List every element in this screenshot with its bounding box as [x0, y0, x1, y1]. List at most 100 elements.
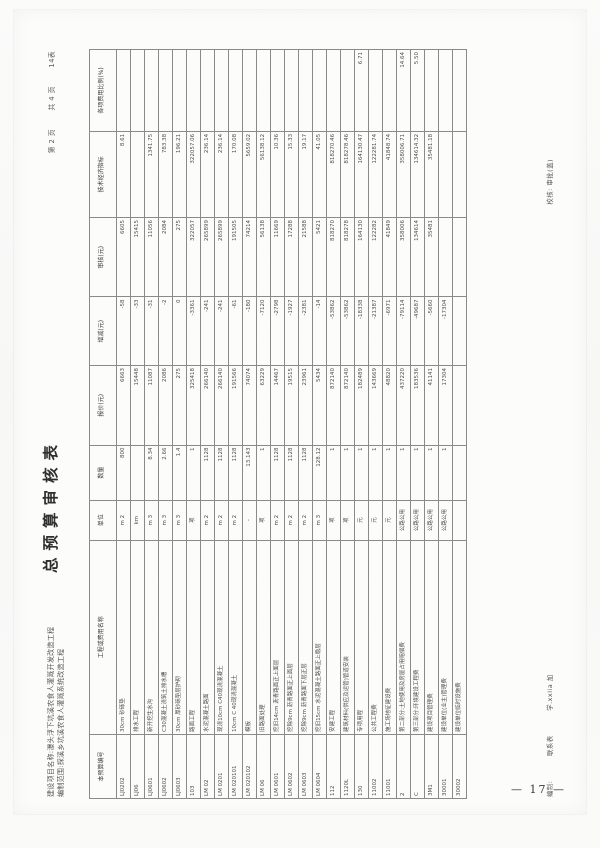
- cell-cost-percent: [256, 49, 271, 132]
- rotated-document-wrapper: 建设项目名称:瀑头浮下坑溪农食人灌溉开发改造工程 编制范围:探溪乡坑溪农食人灌溉…: [40, 39, 560, 809]
- cell-report-amount: 15448: [130, 365, 145, 446]
- cell-unit: 项: [256, 500, 271, 541]
- cell-change-amount: -31: [144, 297, 159, 366]
- cell-audit-amount: 11056: [144, 217, 159, 297]
- cell-report-amount: 41141: [424, 365, 439, 446]
- budget-audit-document: 建设项目名称:瀑头浮下坑溪农食人灌溉开发改造工程 编制范围:探溪乡坑溪农食人灌溉…: [40, 39, 560, 809]
- col-header-change: 增减(元): [89, 297, 117, 366]
- cell-quantity: 128.12: [312, 445, 327, 501]
- cell-unit: 项: [186, 500, 201, 541]
- cell-cost-percent: [438, 49, 453, 132]
- cell-change-amount: [452, 297, 467, 366]
- cell-unit: 元: [382, 500, 397, 541]
- table-row: 30002 建设单位临时设施费: [452, 49, 467, 799]
- cell-audit-amount: 2084: [158, 217, 173, 297]
- cell-audit-amount: [438, 217, 453, 297]
- cell-name: 建设项目管理费: [424, 540, 439, 735]
- table-row: LJ06 排水工程 km 15448 -33 15415: [130, 49, 145, 799]
- cell-audit-amount: 358006: [396, 217, 411, 297]
- cell-cost-percent: [312, 49, 327, 132]
- cell-report-amount: 325418: [186, 365, 201, 446]
- document-meta: 第 2 页 共 4 页 14表: [46, 51, 56, 169]
- table-body: LJ0202 30cm 砂砾垫 m 2 800 6663 -58 6605 8.61 LJ06 排…: [116, 49, 467, 799]
- document-footer-right: 校核: 审批(盖): [545, 159, 554, 205]
- cell-cost-percent: [298, 49, 313, 132]
- cell-tech-index: 8.61: [116, 131, 131, 218]
- table-row: 11002 公共工程费元 1 143669 -21387 122282 122281.74: [368, 49, 383, 799]
- cell-tech-index: 164130.47: [354, 131, 369, 218]
- cell-change-amount: -21387: [368, 297, 383, 366]
- cell-report-amount: 2086: [158, 365, 173, 446]
- cell-unit: m 2: [214, 500, 229, 541]
- cell-audit-amount: 818270: [326, 217, 341, 297]
- cell-cost-percent: [130, 49, 145, 132]
- heading-scope: 编制范围:探溪乡坑溪农食人灌溉系统改造工程: [56, 648, 66, 797]
- cell-name: 建筑材料(供应及运管)管道安装: [340, 540, 355, 735]
- cell-change-amount: -241: [200, 297, 215, 366]
- cell-report-amount: 275: [172, 365, 187, 446]
- cell-unit: 项: [326, 500, 341, 541]
- footer-approval-label: 审批(盖): [546, 159, 554, 186]
- col-header-percent: 各项费用比例(%): [89, 49, 117, 132]
- meta-form-label: 14表: [48, 51, 56, 68]
- cell-report-amount: 63229: [256, 365, 271, 446]
- cell-report-amount: 143669: [368, 365, 383, 446]
- cell-change-amount: -2798: [270, 297, 285, 366]
- cell-tech-index: 196.21: [172, 131, 187, 218]
- cell-audit-amount: 56138: [256, 217, 271, 297]
- cell-audit-amount: 21588: [298, 217, 313, 297]
- cell-tech-index: 134614.32: [410, 131, 425, 218]
- cell-code: LJ0603: [172, 734, 187, 799]
- page-title: 总预算审核表: [41, 437, 60, 573]
- cell-report-amount: 872140: [326, 365, 341, 446]
- cell-tech-index: 19.17: [298, 131, 313, 218]
- cell-cost-percent: 14.64: [396, 49, 411, 132]
- cell-name: 路面工程: [186, 540, 201, 735]
- col-header-name: 工程或费用名称: [89, 540, 117, 735]
- cell-audit-amount: 122282: [368, 217, 383, 297]
- table-row: LJ0601 新开挖生水沟 m 3 8.34 11087 -31 11056 1341.75: [144, 49, 159, 799]
- cell-cost-percent: [326, 49, 341, 132]
- cell-quantity: 1: [438, 445, 453, 501]
- table-header-row: 本预算编号 工程或费用名称 单位 数量 报价(元) 增减(元) 审核(元) 技术…: [89, 49, 117, 799]
- table-row: 2 第二部分:土地使用及房屋占用赔偿费 公路公用 1 437220 -79114 35800…: [396, 49, 411, 799]
- cell-cost-percent: [452, 49, 467, 132]
- table-row: 130 专项用程元 1 182489 -18338 164130 164130.47 6.71: [354, 49, 369, 799]
- cell-code: 11001: [382, 734, 397, 799]
- cell-change-amount: -17304: [438, 297, 453, 366]
- table-row: LJ0202 30cm 砂砾垫 m 2 800 6663 -58 6605 8.61: [116, 49, 131, 799]
- cell-code: LM 0601: [270, 734, 285, 799]
- cell-code: 11002: [368, 734, 383, 799]
- cell-audit-amount: 15415: [130, 217, 145, 297]
- cell-unit: 公路公用: [438, 500, 453, 541]
- cell-quantity: 1: [410, 445, 425, 501]
- cell-name: 水泥混凝土路面: [200, 540, 215, 735]
- cell-quantity: 1.4: [172, 445, 187, 501]
- cell-unit: 项: [340, 500, 355, 541]
- cell-name: 挖旧15cm 水泥混凝土路面正上稳层: [312, 540, 327, 735]
- cell-tech-index: 122281.74: [368, 131, 383, 218]
- cell-code: LM 0604: [312, 734, 327, 799]
- col-header-report: 报价(元): [89, 365, 117, 446]
- cell-tech-index: 35481.18: [424, 131, 439, 218]
- cell-unit: 公路公用: [410, 500, 425, 541]
- cell-report-amount: 11087: [144, 365, 159, 446]
- cell-unit: 公路公用: [396, 500, 411, 541]
- cell-audit-amount: 41849: [382, 217, 397, 297]
- cell-code: 130: [354, 734, 369, 799]
- cell-report-amount: 23961: [298, 365, 313, 446]
- cell-report-amount: 191566: [228, 365, 243, 446]
- table-row: LM 02 水泥混凝土路面 m 2 1128 266140 -241 265899 236.1…: [200, 49, 215, 799]
- cell-tech-index: 818278.46: [340, 131, 355, 218]
- cell-code: LJ0202: [116, 734, 131, 799]
- cell-unit: m 2: [228, 500, 243, 541]
- cell-code: LM 0201: [214, 734, 229, 799]
- col-header-code: 本预算编号: [89, 734, 117, 799]
- cell-tech-index: 56138.12: [256, 131, 271, 218]
- cell-quantity: 1: [396, 445, 411, 501]
- table-header: 本预算编号 工程或费用名称 单位 数量 报价(元) 增减(元) 审核(元) 技术…: [89, 49, 117, 799]
- cell-name: 旧路面处理: [256, 540, 271, 735]
- cell-code: C: [410, 734, 425, 799]
- cell-quantity: [452, 445, 467, 501]
- cell-report-amount: 872140: [340, 365, 355, 446]
